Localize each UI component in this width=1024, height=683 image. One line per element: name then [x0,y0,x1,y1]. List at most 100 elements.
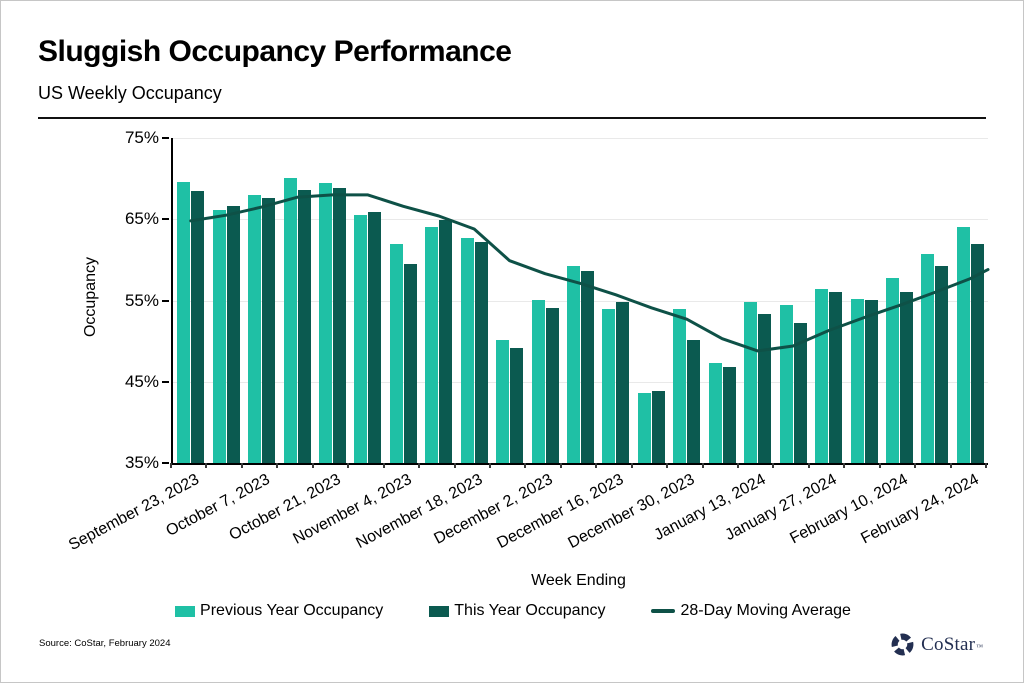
title-divider [38,117,986,119]
x-tick-mark [630,463,633,468]
x-tick-mark [737,463,739,468]
gridline [173,138,988,139]
prev-year-bar [956,226,970,463]
plot-area [171,138,990,465]
prev-year-bar [496,340,510,463]
y-tick-label: 45% [124,371,159,391]
legend-item-moving-average: 28-Day Moving Average [651,602,851,620]
x-tick-mark [843,463,846,468]
this-year-swatch-icon [429,605,450,617]
prev-year-bar [283,177,297,463]
prev-year-bar [708,363,722,463]
prev-year-bar [389,243,403,463]
x-tick-label: November 4, 2023 [290,471,415,548]
gridline [173,219,988,221]
x-tick-label: December 30, 2023 [565,471,698,552]
x-tick-mark [205,463,208,468]
x-tick-label: September 23, 2023 [65,471,202,555]
this-year-bar [829,292,842,463]
this-year-bar [545,307,559,463]
x-tick-mark [595,463,598,468]
legend-item-previous-year: Previous Year Occupancy [175,602,383,620]
prev-year-bar [744,302,758,463]
previous-year-swatch-icon [175,605,196,617]
x-tick-mark [701,463,704,468]
costar-pinwheel-icon [891,633,914,656]
y-tick-mark [162,299,169,302]
x-tick-label: November 18, 2023 [353,471,486,552]
x-tick-mark [382,463,385,468]
gridline [173,381,988,383]
prev-year-bar [885,277,899,463]
this-year-bar [616,302,630,463]
y-tick-mark [162,218,169,221]
chart-title: Sluggish Occupancy Performance [38,35,512,68]
this-year-bar [722,367,736,463]
this-year-bar [403,263,417,463]
x-tick-mark [914,463,917,468]
chart-subtitle: US Weekly Occupancy [38,83,222,103]
y-tick-label: 35% [124,453,159,472]
this-year-bar [651,390,665,463]
x-tick-label: February 24, 2024 [857,471,982,548]
prev-year-bar [673,308,687,463]
prev-year-bar [425,226,439,463]
prev-year-bar [354,215,368,463]
this-year-bar [864,299,878,463]
source-note: Source: CoStar, February 2024 [39,638,171,649]
x-tick-mark [240,463,243,468]
x-tick-mark [878,463,881,468]
legend-label-previous-year: Previous Year Occupancy [200,602,384,619]
x-tick-mark [170,463,172,468]
prev-year-bar [248,194,262,463]
costar-logo: CoStar ™ [890,632,983,657]
prev-year-bar [531,299,545,463]
this-year-bar [581,271,594,463]
legend: Previous Year Occupancy This Year Occupa… [133,602,893,620]
costar-logo-text: CoStar [921,633,976,655]
prev-year-bar [567,265,580,463]
y-tick-label: 65% [124,209,159,229]
this-year-bar [368,211,382,463]
x-tick-mark [666,463,669,468]
y-axis-title: Occupancy [82,256,99,338]
x-tick-mark [772,463,775,468]
prev-year-bar [779,305,793,463]
x-axis-title: Week Ending [531,572,626,589]
costar-trademark: ™ [976,642,983,651]
this-year-bar [191,190,205,463]
prev-year-bar [602,308,616,463]
this-year-bar [226,206,240,463]
prev-year-bar [177,181,191,463]
y-tick-label: 75% [124,128,159,147]
x-tick-mark [488,463,491,468]
this-year-bar [793,323,807,463]
gridline [173,300,988,302]
moving-average-swatch-icon [651,609,676,613]
x-tick-mark [453,463,456,468]
x-tick-mark [985,463,987,468]
prev-year-bar [850,298,864,463]
prev-year-bar [212,209,226,463]
this-year-bar [297,190,311,463]
x-tick-mark [949,463,952,468]
x-tick-mark [524,463,527,468]
legend-label-this-year: This Year Occupancy [454,602,606,619]
prev-year-bar [921,254,935,463]
legend-item-this-year: This Year Occupancy [429,602,605,620]
y-tick-label: 55% [124,290,159,310]
x-tick-mark [559,463,562,468]
y-tick-mark [162,137,169,139]
this-year-bar [687,340,701,463]
this-year-bar [474,242,488,463]
this-year-bar [899,291,913,463]
y-tick-mark [162,380,169,383]
x-tick-mark [418,463,420,468]
y-tick-mark [162,462,169,464]
this-year-bar [333,187,346,463]
this-year-bar [439,220,453,463]
prev-year-bar [637,393,651,463]
this-year-bar [970,243,984,463]
prev-year-bar [460,237,474,463]
